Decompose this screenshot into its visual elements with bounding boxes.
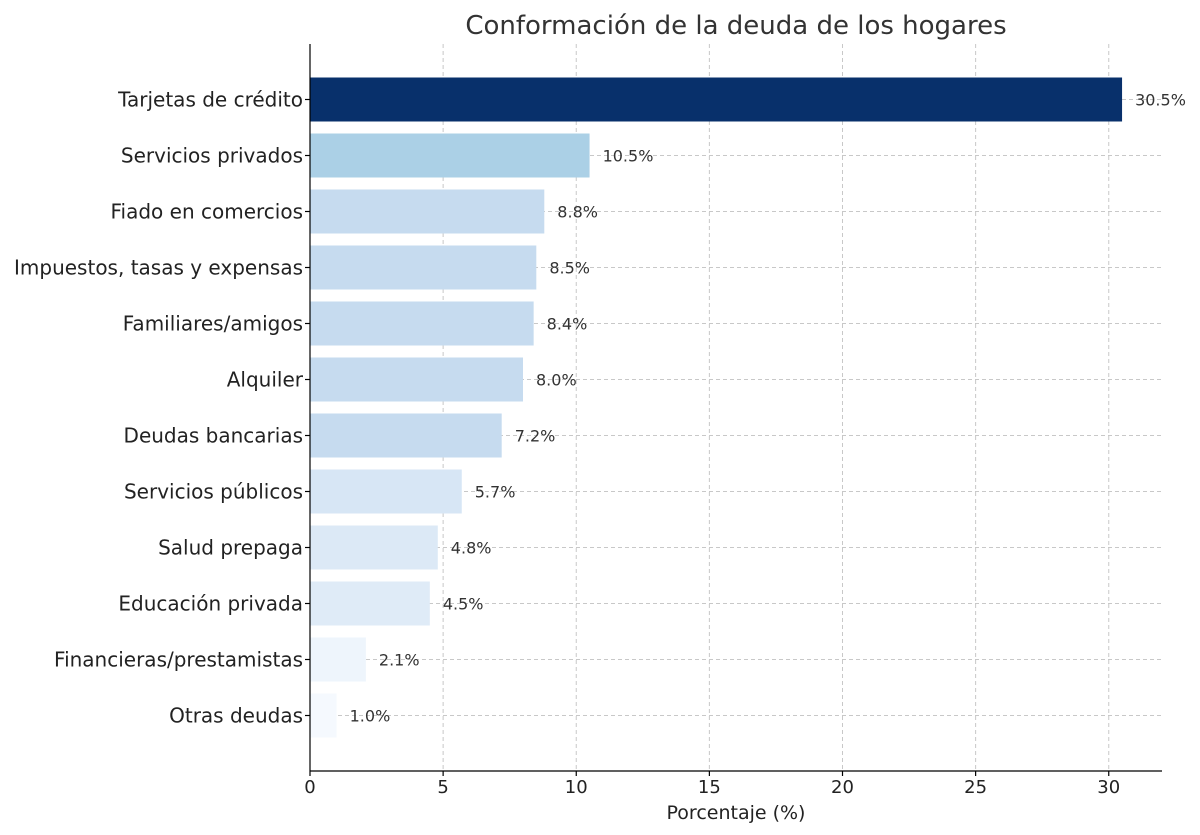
value-label-7: 5.7%: [475, 483, 516, 502]
category-label-2: Fiado en comercios: [111, 200, 304, 224]
value-label-2: 8.8%: [557, 203, 598, 222]
bar-layer: 30.5% 10.5% 8.8% 8.5% 8.4% 8.0% 7.2% 5.7% 4.8% 4.…: [310, 77, 1186, 738]
category-label-4: Familiares/amigos: [123, 312, 303, 336]
value-label-8: 4.8%: [451, 539, 492, 558]
category-label-6: Deudas bancarias: [124, 424, 303, 448]
value-label-4: 8.4%: [547, 315, 588, 334]
x-axis-title: Porcentaje (%): [667, 802, 806, 824]
value-label-0: 30.5%: [1135, 91, 1186, 110]
bar-3: [310, 245, 537, 290]
category-label-9: Educación privada: [118, 592, 303, 616]
bar-8: [310, 525, 438, 570]
category-label-1: Servicios privados: [121, 144, 303, 168]
bar-1: [310, 133, 590, 178]
category-label-0: Tarjetas de crédito: [117, 88, 303, 112]
chart-title: Conformación de la deuda de los hogares: [465, 11, 1006, 41]
x-tick-label-10: 10: [565, 777, 588, 798]
value-label-5: 8.0%: [536, 371, 577, 390]
value-label-10: 2.1%: [379, 651, 420, 670]
bar-9: [310, 581, 430, 626]
value-label-1: 10.5%: [603, 147, 654, 166]
x-tick-label-15: 15: [698, 777, 721, 798]
value-label-6: 7.2%: [515, 427, 556, 446]
bar-4: [310, 301, 534, 346]
x-tick-label-0: 0: [304, 777, 315, 798]
category-label-11: Otras deudas: [169, 704, 303, 728]
axis-layer: Tarjetas de crédito Servicios privados Fia…: [14, 44, 1162, 798]
bar-2: [310, 189, 545, 234]
category-label-7: Servicios públicos: [124, 480, 303, 504]
category-label-3: Impuestos, tasas y expensas: [14, 256, 303, 280]
x-tick-label-5: 5: [437, 777, 448, 798]
category-label-10: Financieras/prestamistas: [54, 648, 303, 672]
bar-6: [310, 413, 502, 458]
value-label-3: 8.5%: [549, 259, 590, 278]
category-label-8: Salud prepaga: [158, 536, 303, 560]
bar-0: [310, 77, 1123, 122]
value-label-9: 4.5%: [443, 595, 484, 614]
x-tick-label-20: 20: [831, 777, 854, 798]
value-label-11: 1.0%: [350, 707, 391, 726]
bar-10: [310, 637, 366, 682]
category-label-5: Alquiler: [227, 368, 304, 392]
bar-7: [310, 469, 462, 514]
bar-11: [310, 693, 337, 738]
x-tick-label-25: 25: [964, 777, 987, 798]
bar-5: [310, 357, 523, 402]
x-tick-label-30: 30: [1097, 777, 1120, 798]
